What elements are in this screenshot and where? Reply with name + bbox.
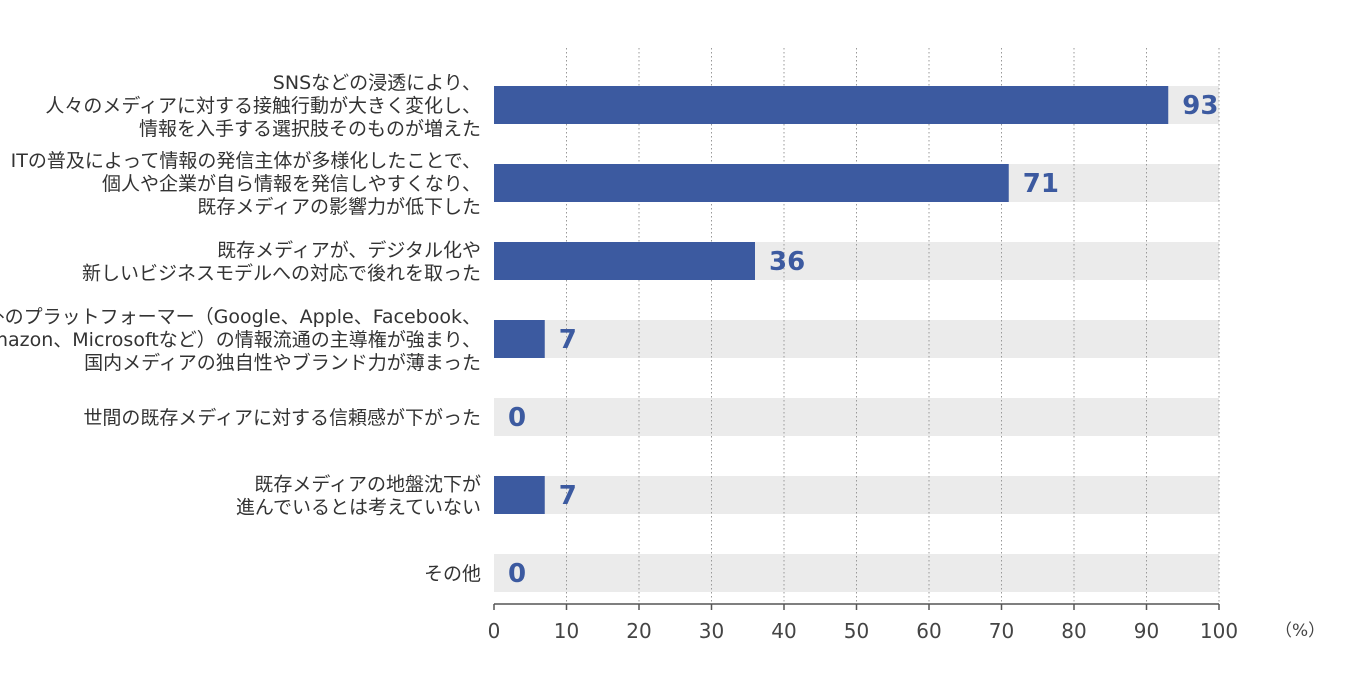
gridline-group (566, 48, 1220, 604)
category-label: その他 (424, 563, 481, 585)
category-label: ITの普及によって情報の発信主体が多様化したことで、個人や企業が自ら情報を発信し… (11, 150, 481, 218)
category-label-group: SNSなどの浸透により、人々のメディアに対する接触行動が大きく変化し、情報を入手… (0, 72, 481, 585)
value-label-group: 93 71 36 7 0 7 0 (508, 91, 1218, 589)
bar-value-label: 0 (508, 559, 526, 589)
x-tick-label: 100 (1200, 619, 1238, 643)
bar-value-label: 7 (559, 325, 577, 355)
category-label-line: 既存メディアの地盤沈下が (254, 474, 481, 496)
bar (494, 242, 755, 280)
x-axis-tick-group: 0 10 20 30 40 50 60 70 80 90 100 (488, 604, 1238, 643)
x-tick-label: 20 (626, 619, 651, 643)
category-label-line: その他 (424, 563, 481, 585)
category-label-line: 情報を入手する選択肢そのものが増えた (139, 118, 481, 140)
category-label-line: 進んでいるとは考えていない (236, 497, 481, 519)
category-label-line: SNSなどの浸透により、 (273, 72, 481, 94)
category-label-line: Amazon、Microsoftなど）の情報流通の主導権が強まり、 (0, 329, 481, 351)
bar-value-label: 7 (559, 481, 577, 511)
x-tick-label: 40 (771, 619, 796, 643)
category-label: 既存メディアの地盤沈下が進んでいるとは考えていない (236, 474, 481, 519)
x-tick-label: 70 (989, 619, 1014, 643)
category-label-line: 既存メディアが、デジタル化や (217, 240, 481, 262)
category-label-line: 国内メディアの独自性やブランド力が薄まった (84, 351, 481, 374)
category-label-line: 個人や企業が自ら情報を発信しやすくなり、 (102, 173, 481, 195)
x-tick-label: 0 (488, 619, 501, 643)
x-tick-label: 10 (554, 619, 579, 643)
x-tick-label: 80 (1061, 619, 1086, 643)
x-tick-label: 50 (844, 619, 869, 643)
x-axis-unit-label: （%） (1275, 621, 1325, 641)
x-tick-label: 90 (1134, 619, 1159, 643)
bar (494, 86, 1169, 124)
category-label-line: 既存メディアの影響力が低下した (197, 196, 481, 218)
category-label: 世間の既存メディアに対する信頼感が下がった (83, 407, 481, 429)
bar (494, 476, 545, 514)
x-tick-label: 60 (916, 619, 941, 643)
bar-track (494, 320, 1219, 358)
category-label-line: 世間の既存メディアに対する信頼感が下がった (83, 407, 481, 429)
bar-value-label: 71 (1023, 169, 1059, 199)
category-label-line: 新しいビジネスモデルへの対応で後れを取った (82, 263, 481, 285)
category-label: 海外のプラットフォーマー（Google、Apple、Facebook、 Amazo… (0, 306, 481, 374)
category-label: 既存メディアが、デジタル化や新しいビジネスモデルへの対応で後れを取った (82, 240, 481, 285)
category-label-line: ITの普及によって情報の発信主体が多様化したことで、 (11, 150, 481, 172)
bar-track (494, 476, 1219, 514)
category-label-line: 海外のプラットフォーマー（Google、Apple、Facebook、 (0, 306, 481, 328)
bar-value-label: 93 (1182, 91, 1218, 121)
bar (494, 164, 1009, 202)
bar-group (494, 86, 1169, 514)
x-tick-label: 30 (699, 619, 724, 643)
category-label-line: 人々のメディアに対する接触行動が大きく変化し、 (45, 95, 481, 117)
bar-value-label: 0 (508, 403, 526, 433)
bar (494, 320, 545, 358)
category-label: SNSなどの浸透により、人々のメディアに対する接触行動が大きく変化し、情報を入手… (45, 72, 481, 140)
bar-value-label: 36 (769, 247, 805, 277)
